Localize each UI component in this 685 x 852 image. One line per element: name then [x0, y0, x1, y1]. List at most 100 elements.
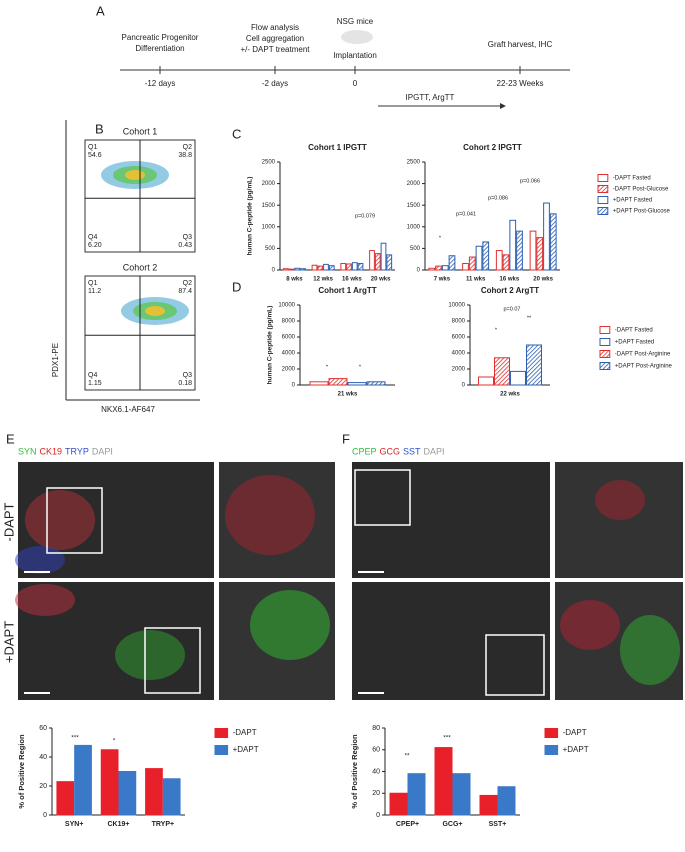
- x-tick-label: 21 wks: [338, 392, 358, 398]
- bar: [468, 256, 476, 271]
- stain: [250, 590, 330, 660]
- y-axis-label: % of Positive Region: [350, 734, 359, 809]
- quadrant-value: 87.4: [178, 288, 192, 295]
- stain: [225, 475, 315, 555]
- y-tick-label: 20: [39, 783, 47, 790]
- quadrant-value: 38.8: [178, 152, 192, 159]
- annotation: *: [113, 738, 116, 745]
- x-tick-label: SST+: [489, 821, 507, 828]
- x-tick-label: 22 wks: [500, 392, 520, 398]
- y-tick-label: 0: [292, 383, 296, 389]
- y-tick-label: 40: [39, 754, 47, 761]
- mouse-icon: [341, 30, 373, 44]
- y-tick-label: 8000: [452, 319, 466, 325]
- timeline-time: -12 days: [145, 79, 176, 88]
- x-tick-label: 7 wks: [434, 277, 451, 283]
- bar: [516, 230, 523, 271]
- bar: [300, 268, 306, 271]
- y-axis-label: human C-peptide (pg/mL): [247, 177, 254, 256]
- y-tick-label: 10000: [448, 303, 465, 309]
- bar: [543, 202, 550, 271]
- y-tick-label: 10000: [278, 303, 295, 309]
- quadrant-value: 54.6: [88, 152, 102, 159]
- y-tick-label: 20: [372, 790, 380, 797]
- bar: [549, 213, 557, 271]
- chart-title: Cohort 1 ArgTT: [318, 286, 376, 295]
- panel-letter: A: [96, 3, 105, 18]
- legend-label: -DAPT Post-Glucose: [613, 187, 669, 193]
- y-tick-label: 1500: [262, 203, 276, 209]
- bar: [529, 230, 537, 271]
- stain: [15, 546, 65, 574]
- annotation: ***: [71, 735, 79, 742]
- chart-title: Cohort 2 IPGTT: [463, 143, 522, 152]
- plot-title: Cohort 2: [123, 262, 158, 272]
- interval-arrowhead: [500, 103, 506, 109]
- x-tick-label: 16 wks: [342, 277, 362, 283]
- timeline-step: NSG mice: [337, 17, 374, 26]
- legend-label: -DAPT: [563, 728, 587, 737]
- bar: [495, 250, 503, 271]
- annotation: p=0.07: [504, 306, 521, 312]
- x-tick-label: CK19+: [108, 821, 130, 828]
- bar: [441, 265, 449, 271]
- legend-label: +DAPT Post-Arginine: [615, 364, 673, 370]
- bar: [536, 237, 544, 271]
- y-tick-label: 6000: [282, 335, 296, 341]
- y-axis-label: % of Positive Region: [17, 734, 26, 809]
- x-tick-label: CPEP+: [396, 821, 419, 828]
- inset-box: [354, 469, 411, 526]
- flow-y-label: PDX1-PE: [51, 343, 60, 377]
- stain: [15, 584, 75, 616]
- bar: [386, 254, 393, 271]
- bar: [294, 267, 301, 271]
- annotation: *: [495, 327, 498, 333]
- y-tick-label: 0: [43, 812, 47, 819]
- quadrant-value: 11.2: [88, 288, 101, 295]
- x-tick-label: TRYP+: [152, 821, 175, 828]
- bar: [509, 219, 517, 271]
- panel-letter: D: [232, 279, 241, 294]
- stain: [595, 480, 645, 520]
- annotation: p=0.079: [355, 213, 375, 219]
- bar: [526, 344, 542, 386]
- bar: [311, 264, 318, 271]
- inset-box: [144, 627, 201, 694]
- quadrant-name: Q3: [183, 234, 192, 241]
- micrograph: [352, 582, 550, 700]
- bar: [475, 245, 483, 271]
- bar: [389, 792, 408, 816]
- legend-label: +DAPT Post-Glucose: [613, 209, 671, 215]
- bar: [374, 253, 381, 271]
- y-tick-label: 2500: [262, 160, 276, 166]
- y-tick-label: 2000: [407, 181, 421, 187]
- timeline-time: -2 days: [262, 79, 288, 88]
- x-tick-label: SYN+: [65, 821, 83, 828]
- y-tick-label: 60: [39, 725, 47, 732]
- stain: [560, 600, 620, 650]
- bar: [452, 773, 471, 816]
- stain-label: DAPI: [424, 446, 445, 456]
- legend-label: -DAPT Fasted: [613, 176, 651, 182]
- legend-swatch: [599, 338, 611, 346]
- panel-letter: C: [232, 126, 241, 141]
- legend-label: -DAPT: [233, 728, 257, 737]
- quadrant-name: Q2: [183, 280, 192, 287]
- micrograph: [219, 462, 335, 578]
- stain-label: TRYP: [65, 446, 89, 456]
- panel-letter: F: [342, 431, 350, 446]
- y-tick-label: 1500: [407, 203, 421, 209]
- y-tick-label: 500: [265, 246, 276, 252]
- bar: [347, 382, 367, 386]
- y-tick-label: 6000: [452, 335, 466, 341]
- x-tick-label: GCG+: [442, 821, 462, 828]
- y-tick-label: 0: [272, 268, 276, 274]
- timeline-time: 22-23 Weeks: [497, 79, 544, 88]
- legend-label: +DAPT Fasted: [615, 340, 654, 346]
- quadrant-value: 6.20: [88, 242, 102, 249]
- x-tick-label: 11 wks: [466, 277, 486, 283]
- timeline-step: Differentiation: [135, 44, 184, 53]
- bar: [328, 378, 348, 386]
- legend-swatch: [597, 174, 609, 182]
- flow-x-label: NKX6.1-AF647: [101, 405, 155, 414]
